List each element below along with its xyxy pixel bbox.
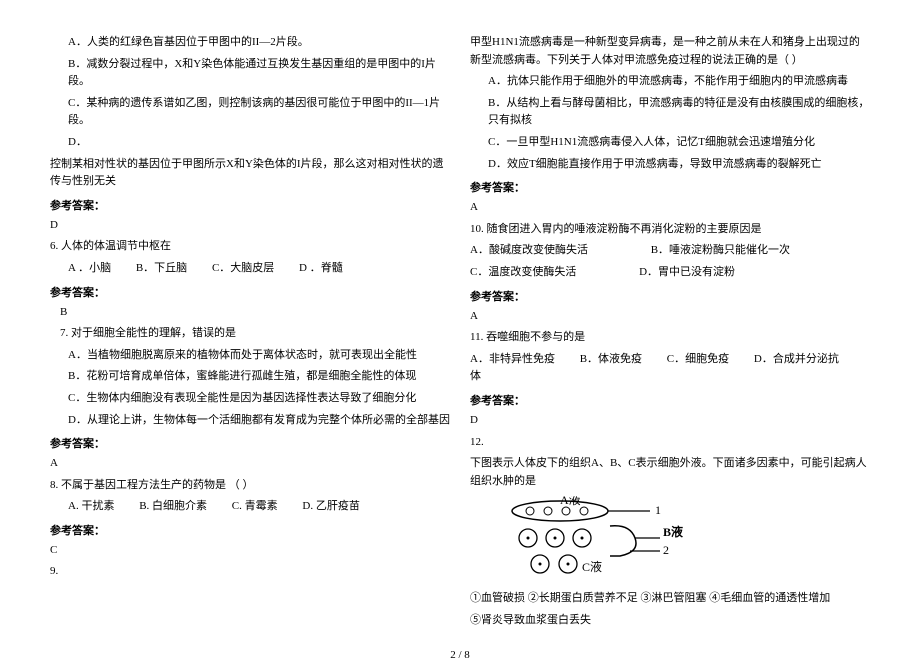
q10-opt-c: C．温度改变使酶失活 — [470, 266, 576, 278]
q10-stem: 10. 随食团进入胃内的唾液淀粉酶不再消化淀粉的主要原因是 — [470, 221, 870, 239]
q9-opt-b: B．从结构上看与酵母菌相比，甲流感病毒的特征是没有由核膜围成的细胞核，只有拟核 — [488, 95, 870, 130]
answer-label: 参考答案： — [50, 284, 450, 300]
q7-opt-a: A．当植物细胞脱离原来的植物体而处于离体状态时，就可表现出全能性 — [68, 347, 450, 365]
q7-opt-c: C．生物体内细胞没有表现全能性是因为基因选择性表达导致了细胞分化 — [68, 390, 450, 408]
q10-opt-d: D．胃中已没有淀粉 — [639, 266, 735, 278]
q10-row2: C．温度改变使酶失活 D．胃中已没有淀粉 — [470, 264, 870, 282]
q12-opts2: ⑤肾炎导致血浆蛋白丢失 — [470, 612, 870, 630]
q8-options: A. 干扰素 B. 白细胞介素 C. 青霉素 D. 乙肝疫苗 — [68, 498, 450, 516]
q6-opt-d: D ．脊髓 — [299, 262, 343, 274]
q9-answer: A — [470, 199, 870, 217]
q6-opt-a: A ．小脑 — [68, 262, 111, 274]
answer-label: 参考答案： — [50, 435, 450, 451]
q6-stem: 6. 人体的体温调节中枢在 — [50, 238, 450, 256]
answer-label: 参考答案： — [470, 288, 870, 304]
right-column: 甲型H1N1流感病毒是一种新型变异病毒，是一种之前从未在人和猪身上出现过的新型流… — [460, 30, 880, 633]
q7-opt-b: B．花粉可培育成单倍体，蜜蜂能进行孤雌生殖，都是细胞全能性的体现 — [68, 368, 450, 386]
q12-number: 12. — [470, 434, 870, 452]
answer-label: 参考答案： — [50, 522, 450, 538]
tissue-diagram: A液 1 B液 2 C液 — [500, 496, 870, 584]
q10-answer: A — [470, 308, 870, 326]
q5-opt-c: C．某种病的遗传系谱如乙图，则控制该病的基因很可能位于甲图中的II—1片段。 — [68, 95, 450, 130]
q7-answer: A — [50, 455, 450, 473]
q6-options: A ．小脑 B．下丘脑 C．大脑皮层 D ．脊髓 — [68, 260, 450, 278]
q6-opt-b: B．下丘脑 — [136, 262, 187, 274]
q7-stem: 7. 对于细胞全能性的理解，错误的是 — [60, 325, 450, 343]
q5-opt-b: B．减数分裂过程中，X和Y染色体能通过互换发生基因重组的是甲图中的I片段。 — [68, 56, 450, 91]
q10-row1: A．酸碱度改变使酶失活 B．唾液淀粉酶只能催化一次 — [470, 242, 870, 260]
q5-opt-a: A．人类的红绿色盲基因位于甲图中的II—2片段。 — [68, 34, 450, 52]
q5-tail: 控制某相对性状的基因位于甲图所示X和Y染色体的I片段，那么这对相对性状的遗传与性… — [50, 156, 450, 191]
q8-stem: 8. 不属于基因工程方法生产的药物是 （ ） — [50, 477, 450, 495]
q12-body: 下图表示人体皮下的组织A、B、C表示细胞外液。下面诸多因素中，可能引起病人组织水… — [470, 455, 870, 490]
q8-opt-a: A. 干扰素 — [68, 500, 114, 512]
q11-answer: D — [470, 412, 870, 430]
q11-opt-b: B．体液免疫 — [580, 353, 642, 365]
q12-opts: ①血管破损 ②长期蛋白质营养不足 ③淋巴管阻塞 ④毛细血管的通透性增加 — [470, 590, 870, 608]
label-2: 2 — [663, 543, 669, 557]
q9-body: 甲型H1N1流感病毒是一种新型变异病毒，是一种之前从未在人和猪身上出现过的新型流… — [470, 34, 870, 69]
label-1: 1 — [655, 503, 661, 517]
q7-opt-d: D．从理论上讲，生物体每一个活细胞都有发育成为完整个体所必需的全部基因 — [68, 412, 450, 430]
label-b: B液 — [663, 524, 683, 539]
q8-opt-b: B. 白细胞介素 — [139, 500, 207, 512]
answer-label: 参考答案： — [470, 179, 870, 195]
answer-label: 参考答案： — [470, 392, 870, 408]
q11-opt-c: C．细胞免疫 — [667, 353, 729, 365]
q5-opt-d: D． — [68, 134, 450, 152]
q10-opt-a: A．酸碱度改变使酶失活 — [470, 244, 588, 256]
q10-opt-b: B．唾液淀粉酶只能催化一次 — [651, 244, 790, 256]
q9-opt-d: D．效应T细胞能直接作用于甲流感病毒，导致甲流感病毒的裂解死亡 — [488, 156, 870, 174]
q11-options: A．非特异性免疫 B．体液免疫 C．细胞免疫 D．合成并分泌抗体 — [470, 351, 870, 386]
label-a: A液 — [560, 496, 581, 507]
q5-answer: D — [50, 217, 450, 235]
q9-opt-a: A．抗体只能作用于细胞外的甲流感病毒，不能作用于细胞内的甲流感病毒 — [488, 73, 870, 91]
q6-opt-c: C．大脑皮层 — [212, 262, 274, 274]
page-footer: 2 / 8 — [0, 649, 920, 661]
q8-opt-d: D. 乙肝疫苗 — [302, 500, 359, 512]
answer-label: 参考答案： — [50, 197, 450, 213]
q8-answer: C — [50, 542, 450, 560]
q6-answer: B — [60, 304, 450, 322]
q11-opt-a: A．非特异性免疫 — [470, 353, 555, 365]
q8-opt-c: C. 青霉素 — [232, 500, 278, 512]
left-column: A．人类的红绿色盲基因位于甲图中的II—2片段。 B．减数分裂过程中，X和Y染色… — [40, 30, 460, 633]
label-c: C液 — [582, 559, 602, 574]
q11-stem: 11. 吞噬细胞不参与的是 — [470, 329, 870, 347]
q9-opt-c: C．一旦甲型H1N1流感病毒侵入人体，记忆T细胞就会迅速增殖分化 — [488, 134, 870, 152]
q9-number: 9. — [50, 563, 450, 581]
